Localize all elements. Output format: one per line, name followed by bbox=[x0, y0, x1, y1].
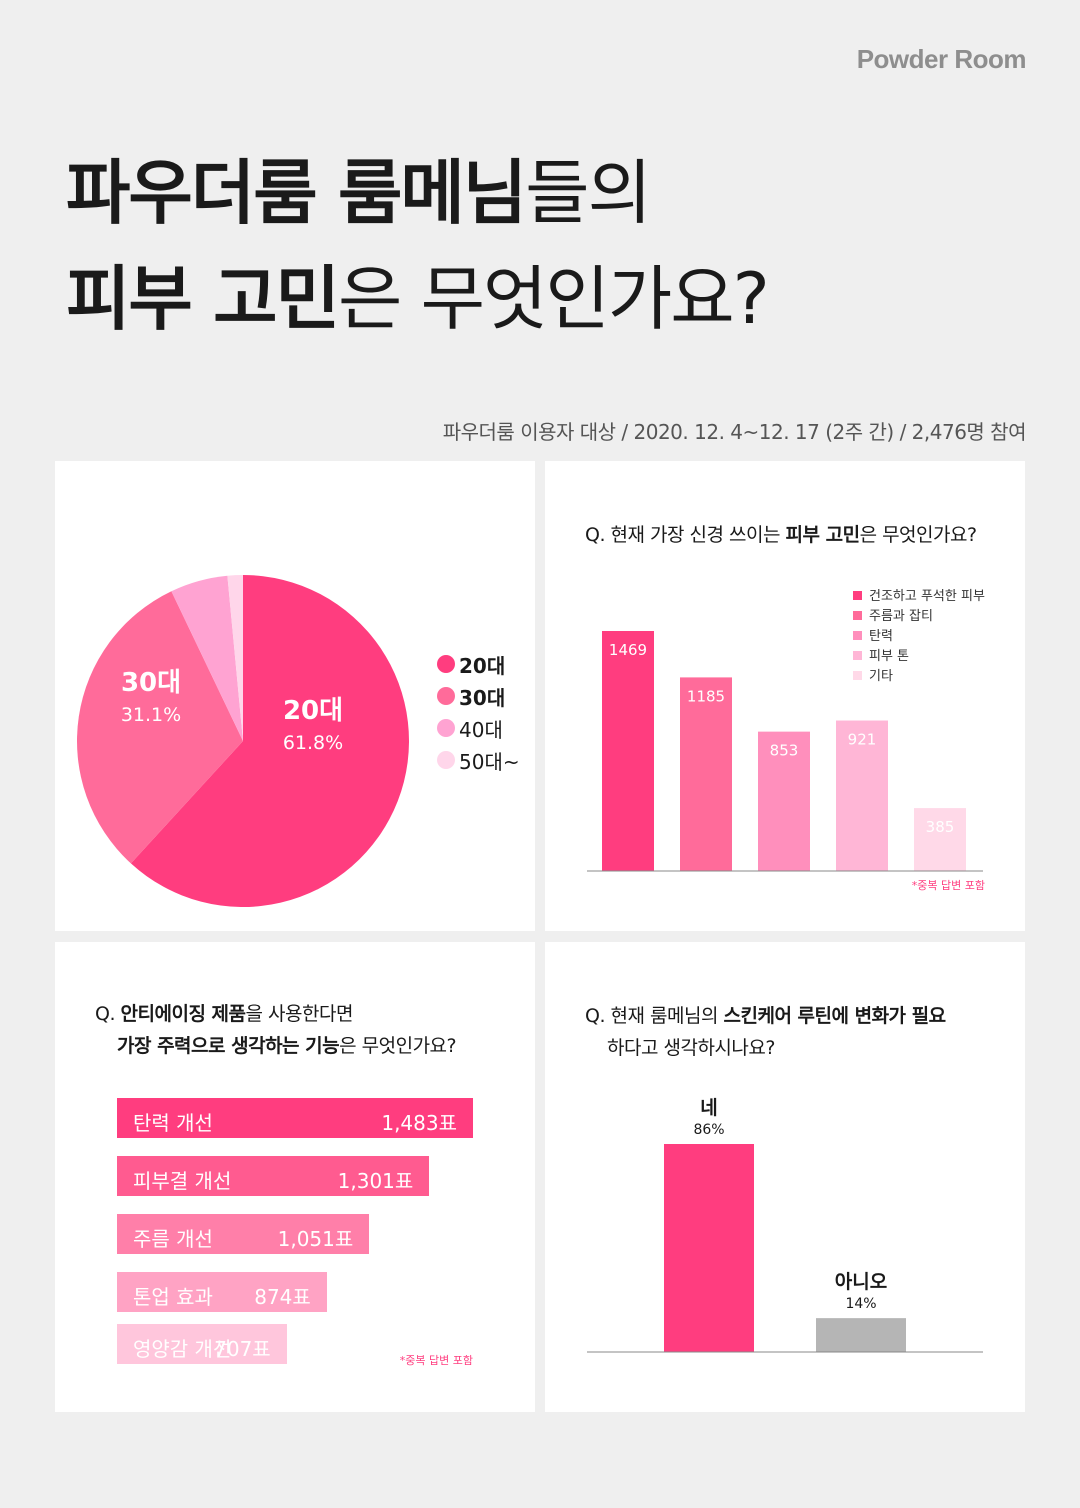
title-line2-light: 은 무엇인가요? bbox=[337, 258, 770, 340]
legend-label-4: 50대~ bbox=[459, 750, 520, 774]
routine-bar-1 bbox=[664, 1144, 754, 1352]
routine-bar-value-1: 86% bbox=[693, 1122, 724, 1138]
routine-bar-value-2: 14% bbox=[845, 1296, 876, 1312]
concern-bar-chart: 1469 1185 853 921 385 bbox=[587, 631, 983, 872]
pie-pct-1: 61.8% bbox=[283, 732, 343, 754]
concern-legend-label-2: 주름과 잡티 bbox=[869, 609, 933, 624]
antiaging-bar-value-5: 707표 bbox=[214, 1337, 271, 1361]
age-panel: 20대 61.8% 30대 31.1% 20대 30대 40대 50대~ bbox=[55, 461, 535, 931]
antiaging-q-bold1: 안티에이징 제품 bbox=[120, 1003, 246, 1025]
pie-label-1: 20대 bbox=[283, 696, 343, 726]
concern-legend-label-5: 기타 bbox=[869, 669, 893, 684]
concern-question: Q. 현재 가장 신경 쓰이는 피부 고민은 무엇인가요? bbox=[585, 519, 977, 551]
legend-dot-2 bbox=[437, 687, 455, 705]
legend-dot-3 bbox=[437, 719, 455, 737]
concern-bar-5 bbox=[914, 808, 966, 871]
antiaging-bar-2: 피부결 개선 1,301표 bbox=[117, 1156, 430, 1196]
concern-legend-swatch-1 bbox=[853, 591, 862, 600]
concern-legend-label-4: 피부 톤 bbox=[869, 649, 910, 664]
antiaging-question: Q. 안티에이징 제품을 사용한다면 가장 주력으로 생각하는 기능은 무엇인가… bbox=[95, 998, 457, 1062]
title-line2-bold: 피부 고민 bbox=[66, 258, 340, 340]
concern-panel: Q. 현재 가장 신경 쓰이는 피부 고민은 무엇인가요? 1469 1185 85… bbox=[545, 461, 1025, 931]
antiaging-bar-label-4: 톤업 효과 bbox=[133, 1285, 213, 1309]
concern-legend-label-1: 건조하고 푸석한 피부 bbox=[869, 589, 985, 604]
antiaging-note: *중복 답변 포함 bbox=[399, 1354, 473, 1367]
concern-bar-4 bbox=[836, 720, 888, 871]
title-line1-bold: 파우더룸 룸메님 bbox=[66, 152, 527, 234]
concern-note: *중복 답변 포함 bbox=[911, 879, 985, 892]
antiaging-bar-1: 탄력 개선 1,483표 bbox=[117, 1098, 473, 1138]
concern-bar-value-2: 1185 bbox=[687, 687, 725, 705]
antiaging-bar-4: 톤업 효과 874표 bbox=[117, 1272, 327, 1312]
routine-bar-label-2: 아니오 bbox=[835, 1271, 887, 1293]
antiaging-q-prefix: Q. bbox=[95, 1003, 121, 1025]
concern-q-prefix: Q. 현재 가장 신경 쓰이는 bbox=[585, 524, 786, 546]
concern-q-bold: 피부 고민 bbox=[785, 524, 861, 546]
antiaging-q-suffix2: 은 무엇인가요? bbox=[339, 1035, 457, 1057]
pie-label-2: 30대 bbox=[121, 668, 181, 698]
routine-bar-chart: 네 86% 아니오 14% bbox=[587, 1097, 983, 1353]
pie-slice-4 bbox=[227, 575, 243, 741]
antiaging-panel: Q. 안티에이징 제품을 사용한다면 가장 주력으로 생각하는 기능은 무엇인가… bbox=[55, 942, 535, 1412]
routine-bar-label-1: 네 bbox=[700, 1097, 717, 1119]
antiaging-bar-value-4: 874표 bbox=[254, 1285, 311, 1309]
antiaging-bar-5: 영양감 개선 707표 bbox=[117, 1324, 287, 1364]
antiaging-bar-label-2: 피부결 개선 bbox=[133, 1169, 232, 1193]
antiaging-bar-label-3: 주름 개선 bbox=[133, 1227, 213, 1251]
routine-panel: Q. 현재 룸메님의 스킨케어 루틴에 변화가 필요 하다고 생각하시나요? 네… bbox=[545, 942, 1025, 1412]
concern-bar-value-1: 1469 bbox=[609, 641, 647, 659]
pie-slice-3 bbox=[171, 575, 243, 741]
concern-bar-2 bbox=[680, 677, 732, 871]
concern-bar-3 bbox=[758, 731, 810, 871]
page-title: 파우더룸 룸메님들의 피부 고민은 무엇인가요? bbox=[66, 140, 770, 352]
routine-q-prefix: Q. 현재 룸메님의 bbox=[585, 1005, 724, 1027]
concern-bar-value-3: 853 bbox=[770, 742, 799, 760]
routine-q-line2: 하다고 생각하시나요? bbox=[607, 1037, 775, 1059]
concern-legend-swatch-4 bbox=[853, 651, 862, 660]
pie-slice-2 bbox=[76, 591, 243, 864]
concern-legend-swatch-5 bbox=[853, 671, 862, 680]
legend-label-3: 40대 bbox=[459, 718, 503, 742]
routine-question: Q. 현재 룸메님의 스킨케어 루틴에 변화가 필요 하다고 생각하시나요? bbox=[585, 1000, 946, 1064]
routine-bar-2 bbox=[816, 1318, 906, 1352]
legend-label-2: 30대 bbox=[459, 686, 506, 710]
antiaging-bar-3: 주름 개선 1,051표 bbox=[117, 1214, 370, 1254]
concern-legend-swatch-2 bbox=[853, 611, 862, 620]
legend-dot-4 bbox=[437, 751, 455, 769]
concern-legend-swatch-3 bbox=[853, 631, 862, 640]
title-line1-light: 들의 bbox=[525, 152, 652, 234]
concern-bar-1 bbox=[602, 631, 654, 871]
antiaging-bar-value-3: 1,051표 bbox=[277, 1227, 354, 1251]
age-pie-chart: 20대 61.8% 30대 31.1% bbox=[76, 575, 409, 907]
antiaging-bar-label-5: 영양감 개선 bbox=[133, 1337, 232, 1361]
antiaging-bar-value-1: 1,483표 bbox=[381, 1111, 457, 1135]
concern-legend-label-3: 탄력 bbox=[869, 629, 893, 644]
antiaging-q-suffix1: 을 사용한다면 bbox=[245, 1003, 354, 1025]
antiaging-q-bold2: 가장 주력으로 생각하는 기능 bbox=[117, 1035, 340, 1057]
legend-label-1: 20대 bbox=[459, 654, 506, 678]
routine-q-bold: 스킨케어 루틴에 변화가 필요 bbox=[723, 1005, 947, 1027]
pie-pct-2: 31.1% bbox=[121, 704, 181, 726]
antiaging-bar-label-1: 탄력 개선 bbox=[133, 1111, 213, 1135]
survey-info: 파우더룸 이용자 대상 / 2020. 12. 4~12. 17 (2주 간) … bbox=[442, 420, 1027, 444]
legend-dot-1 bbox=[437, 655, 455, 673]
concern-bar-value-4: 921 bbox=[848, 731, 877, 749]
pie-slice-1 bbox=[130, 575, 409, 907]
antiaging-bar-value-2: 1,301표 bbox=[337, 1169, 414, 1193]
brand-logo: Powder Room bbox=[856, 44, 1027, 74]
concern-q-suffix: 은 무엇인가요? bbox=[859, 524, 978, 546]
concern-bar-value-5: 385 bbox=[926, 818, 955, 836]
